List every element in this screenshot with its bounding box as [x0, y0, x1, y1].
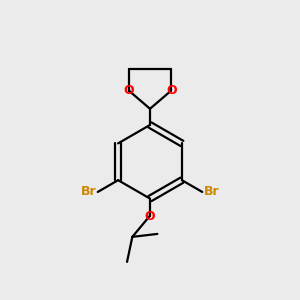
Text: Br: Br — [204, 185, 220, 199]
Text: O: O — [166, 84, 177, 97]
Text: O: O — [145, 210, 155, 223]
Text: O: O — [123, 84, 134, 97]
Text: Br: Br — [80, 185, 96, 199]
